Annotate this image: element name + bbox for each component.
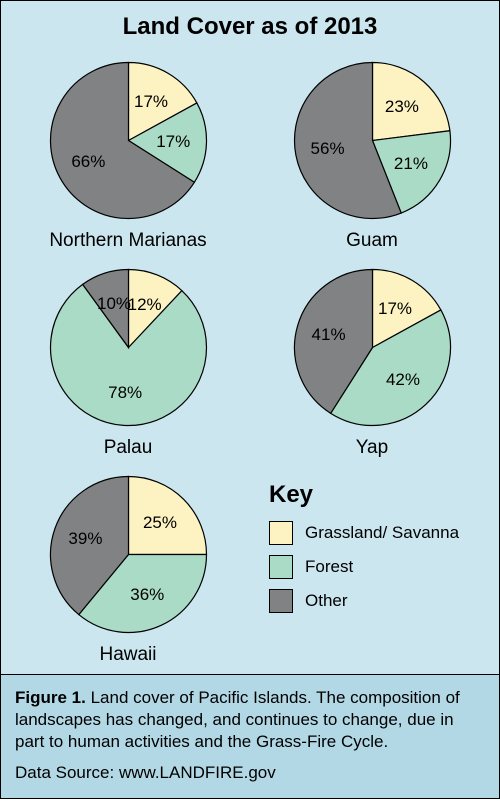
slice-label: 78% — [108, 383, 142, 403]
figure-label: Figure 1. — [15, 688, 86, 707]
slice-label: 17% — [378, 299, 412, 319]
data-source: Data Source: www.LANDFIRE.gov — [15, 762, 485, 784]
legend-swatch — [269, 521, 293, 545]
legend: Key Grassland/ Savanna Forest Other — [255, 467, 489, 666]
figure-panel: Land Cover as of 2013 17% 17% 66% Northern … — [0, 0, 500, 799]
legend-label: Grassland/ Savanna — [305, 523, 459, 543]
legend-item: Forest — [269, 555, 353, 579]
legend-item: Grassland/ Savanna — [269, 521, 459, 545]
pie-caption: Hawaii — [99, 644, 156, 666]
pie-cell: 17% 17% 66% Northern Marianas — [11, 53, 245, 252]
slice-label: 17% — [134, 92, 168, 112]
pie-chart: 12% 78% 10% — [41, 260, 216, 435]
chart-title: Land Cover as of 2013 — [11, 13, 489, 41]
pie-chart: 17% 42% 41% — [285, 260, 460, 435]
pie-grid: 17% 17% 66% Northern Marianas 23% 21% 56% Guam 1… — [11, 53, 489, 666]
slice-label: 25% — [143, 513, 177, 533]
slice-label: 56% — [311, 139, 345, 159]
caption-text: Figure 1. Land cover of Pacific Islands.… — [15, 687, 485, 752]
pie-chart: 17% 17% 66% — [41, 53, 216, 228]
slice-label: 42% — [386, 370, 420, 390]
pie-caption: Yap — [356, 437, 388, 459]
slice-label: 21% — [394, 154, 428, 174]
slice-label: 23% — [385, 97, 419, 117]
pie-cell: 23% 21% 56% Guam — [255, 53, 489, 252]
legend-title: Key — [269, 481, 313, 509]
slice-label: 41% — [312, 325, 346, 345]
pie-caption: Northern Marianas — [49, 230, 206, 252]
slice-label: 39% — [68, 529, 102, 549]
slice-label: 36% — [130, 585, 164, 605]
pie-chart: 25% 36% 39% — [41, 467, 216, 642]
legend-swatch — [269, 589, 293, 613]
legend-item: Other — [269, 589, 348, 613]
legend-label: Forest — [305, 557, 353, 577]
pie-chart: 23% 21% 56% — [285, 53, 460, 228]
pie-caption: Guam — [346, 230, 398, 252]
pie-caption: Palau — [104, 437, 153, 459]
slice-label: 12% — [128, 295, 162, 315]
pie-cell: 25% 36% 39% Hawaii — [11, 467, 245, 666]
slice-label: 10% — [97, 294, 131, 314]
figure-caption: Figure 1. Land cover of Pacific Islands.… — [1, 674, 499, 798]
pie-cell: 17% 42% 41% Yap — [255, 260, 489, 459]
legend-label: Other — [305, 591, 348, 611]
pie-cell: 12% 78% 10% Palau — [11, 260, 245, 459]
chart-area: Land Cover as of 2013 17% 17% 66% Northern … — [1, 1, 499, 674]
slice-label: 17% — [156, 132, 190, 152]
legend-swatch — [269, 555, 293, 579]
slice-label: 66% — [71, 152, 105, 172]
